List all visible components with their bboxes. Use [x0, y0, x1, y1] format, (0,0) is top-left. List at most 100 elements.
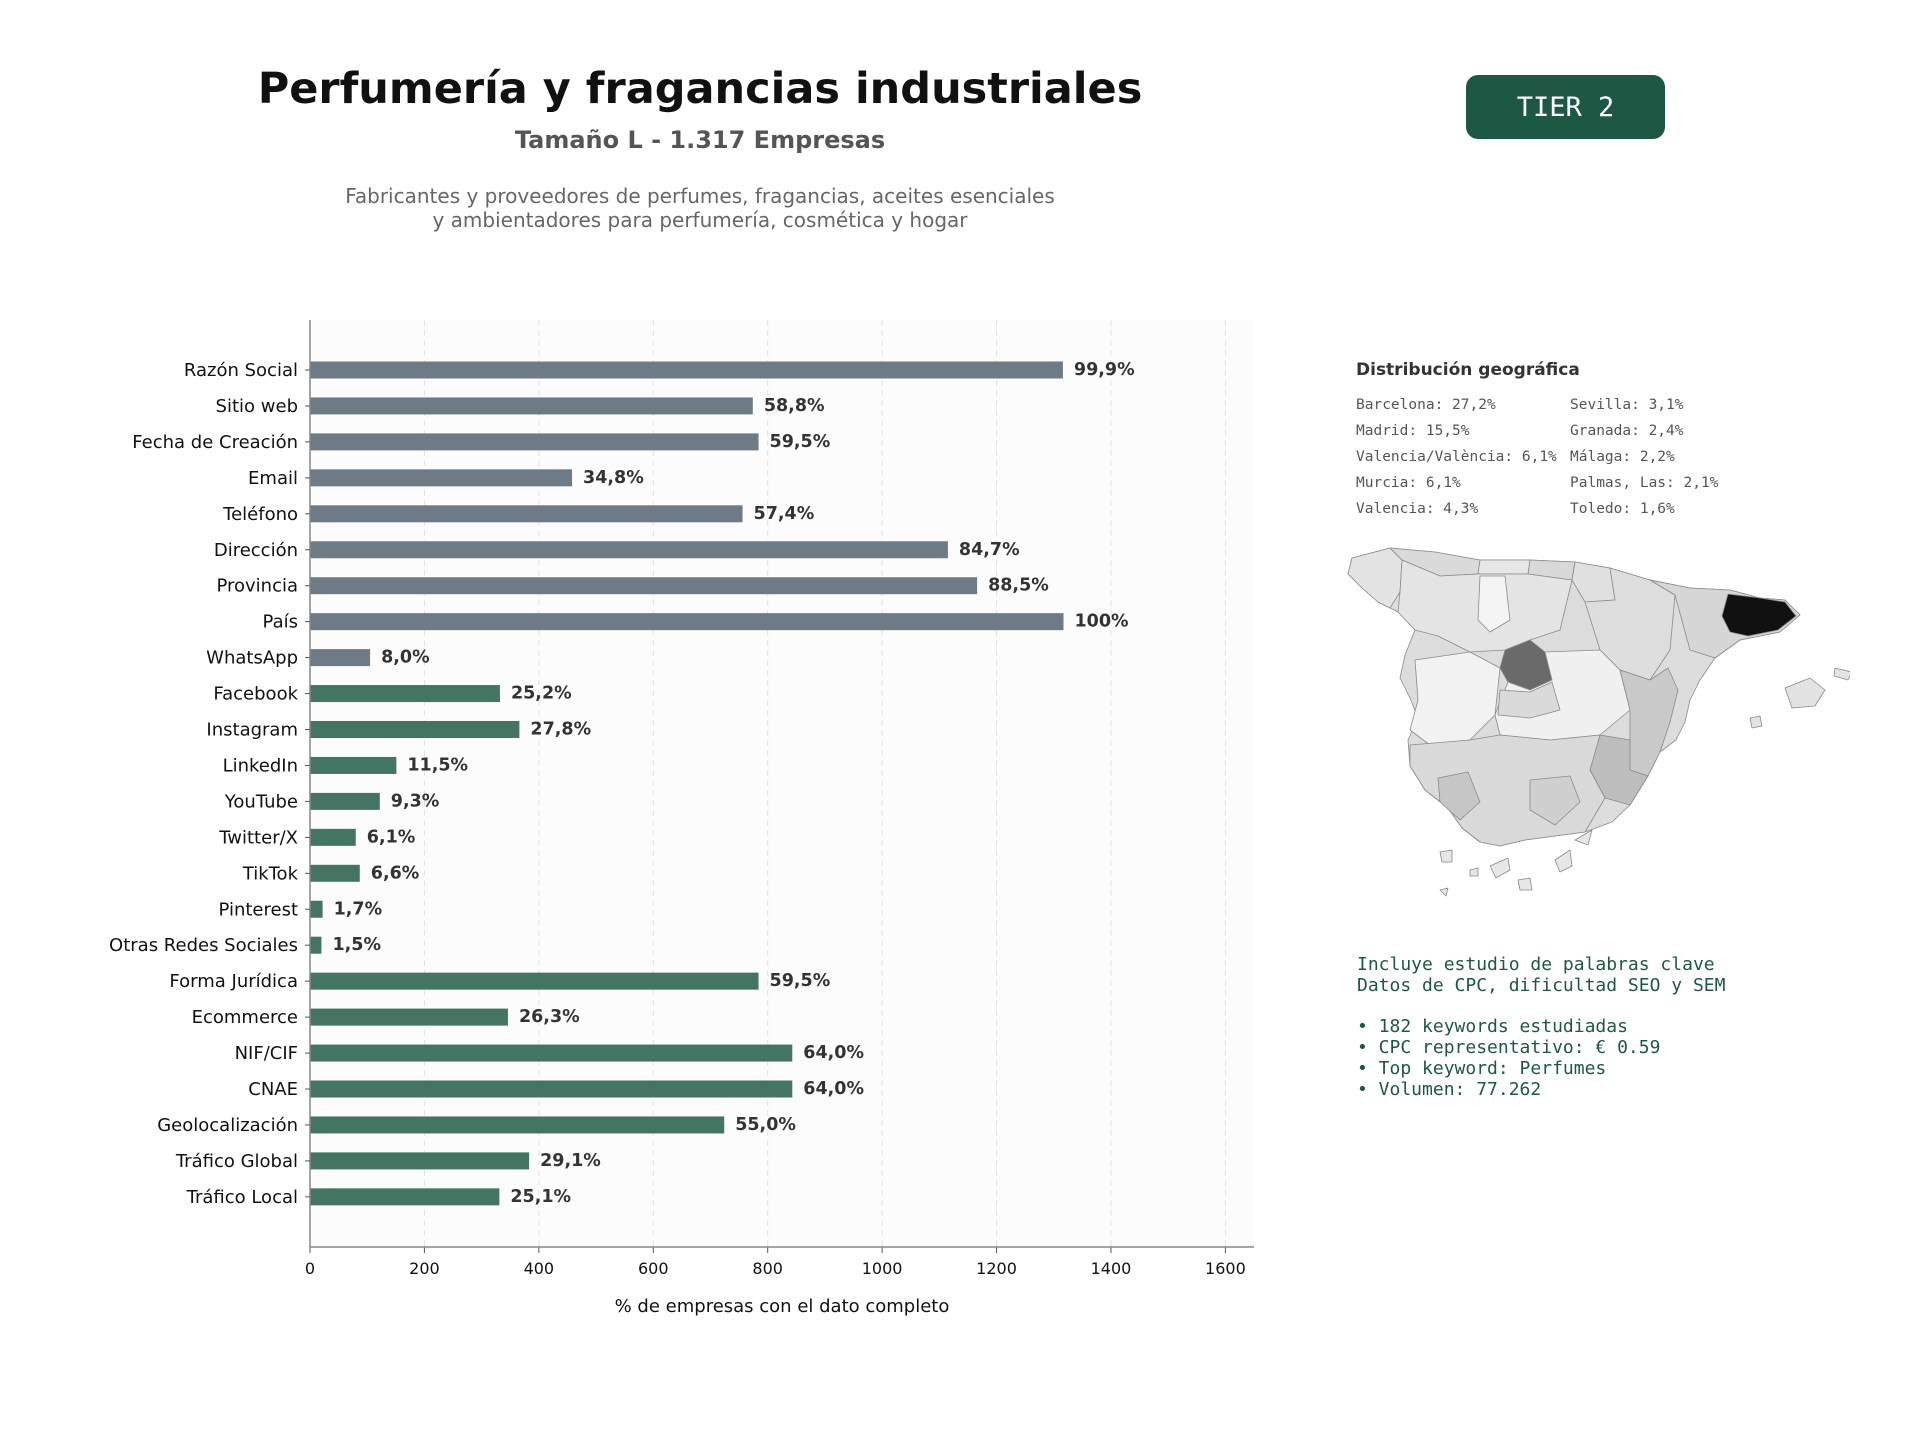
map-leon-light: [1477, 575, 1511, 633]
value-label: 88,5%: [988, 576, 1049, 596]
value-label: 25,1%: [510, 1187, 571, 1207]
geo-item: Málaga: 2,2%: [1570, 449, 1675, 465]
category-label: Facebook: [213, 684, 298, 705]
value-label: 6,1%: [367, 827, 416, 847]
bar: [310, 1188, 500, 1206]
value-label: 99,9%: [1074, 360, 1135, 380]
category-label: Provincia: [216, 576, 298, 597]
map-canary-1: [1439, 849, 1453, 863]
value-label: 64,0%: [803, 1079, 864, 1099]
category-label: Tráfico Local: [186, 1187, 298, 1208]
plot-background: [310, 320, 1254, 1247]
bar: [310, 864, 360, 882]
category-label: Fecha de Creación: [132, 432, 298, 453]
map-toledo: [1497, 681, 1561, 719]
keyword-study-box: Incluye estudio de palabras clave Datos …: [1357, 954, 1725, 1100]
bar: [310, 1116, 725, 1134]
bar: [310, 936, 322, 954]
map-mallorca: [1784, 677, 1826, 709]
category-label: NIF/CIF: [235, 1043, 298, 1064]
geo-item: Granada: 2,4%: [1570, 423, 1684, 439]
bar: [310, 756, 397, 774]
bar: [310, 469, 573, 487]
map-galicia: [1347, 547, 1403, 609]
geo-item: Madrid: 15,5%: [1356, 423, 1470, 439]
category-label: Dirección: [214, 540, 298, 561]
value-label: 1,7%: [334, 899, 383, 919]
category-label: Email: [248, 468, 298, 489]
bar: [310, 505, 743, 523]
category-label: CNAE: [248, 1079, 298, 1100]
x-tick-label: 1600: [1205, 1259, 1246, 1278]
value-label: 55,0%: [735, 1115, 796, 1135]
geo-item: Valencia/València: 6,1%: [1356, 449, 1557, 465]
bar: [310, 397, 753, 415]
map-valencia: [1619, 667, 1679, 777]
map-canary-5: [1554, 849, 1573, 873]
geo-item: Palmas, Las: 2,1%: [1570, 475, 1719, 491]
page-title: Perfumería y fragancias industriales: [257, 64, 1143, 114]
map-granada: [1529, 775, 1581, 826]
bar: [310, 792, 380, 810]
map-canary-3: [1489, 857, 1511, 879]
page-description: Fabricantes y proveedores de perfumes, f…: [200, 184, 1200, 232]
category-label: Twitter/X: [218, 827, 298, 848]
description-line-1: Fabricantes y proveedores de perfumes, f…: [345, 184, 1055, 208]
category-label: Forma Jurídica: [169, 971, 298, 992]
value-label: 26,3%: [519, 1007, 580, 1027]
value-label: 6,6%: [371, 863, 420, 883]
keyword-bullet-3: • Top keyword: Perfumes: [1357, 1058, 1607, 1079]
map-canary-2: [1469, 867, 1479, 877]
geo-item: Murcia: 6,1%: [1356, 475, 1461, 491]
category-label: LinkedIn: [223, 755, 298, 776]
x-tick-label: 200: [409, 1259, 440, 1278]
category-label: Sitio web: [216, 396, 298, 417]
bar: [310, 972, 759, 990]
category-label: Geolocalización: [157, 1115, 298, 1136]
geo-item: Barcelona: 27,2%: [1356, 397, 1496, 413]
bar: [310, 1080, 793, 1098]
description-line-2: y ambientadores para perfumería, cosméti…: [432, 208, 968, 232]
value-label: 57,4%: [754, 504, 815, 524]
tier-badge: TIER 2: [1466, 75, 1665, 139]
value-label: 59,5%: [770, 432, 831, 452]
map-canary-6: [1574, 829, 1593, 846]
map-canary-7: [1439, 887, 1449, 897]
map-ibiza: [1749, 715, 1763, 729]
map-cantabria: [1477, 559, 1531, 575]
bar: [310, 1008, 508, 1026]
bar: [310, 900, 323, 918]
category-label: Otras Redes Sociales: [109, 935, 298, 956]
x-tick-label: 400: [524, 1259, 555, 1278]
map-sevilla: [1437, 771, 1481, 821]
value-label: 25,2%: [511, 684, 572, 704]
value-label: 34,8%: [583, 468, 644, 488]
bar: [310, 361, 1063, 379]
x-tick-label: 1400: [1091, 1259, 1132, 1278]
value-label: 29,1%: [540, 1151, 601, 1171]
x-tick-label: 800: [752, 1259, 783, 1278]
bar: [310, 721, 520, 738]
category-label: Instagram: [206, 720, 298, 741]
bar: [310, 541, 948, 559]
keyword-line-2: Datos de CPC, dificultad SEO y SEM: [1357, 975, 1726, 996]
geo-item: Valencia: 4,3%: [1356, 501, 1479, 517]
x-tick-label: 600: [638, 1259, 669, 1278]
category-label: País: [263, 612, 298, 633]
map-menorca: [1833, 667, 1850, 681]
value-label: 58,8%: [764, 396, 825, 416]
category-label: Teléfono: [222, 504, 298, 525]
x-tick-label: 1000: [862, 1259, 903, 1278]
category-label: Pinterest: [218, 899, 298, 920]
keyword-bullet-1: • 182 keywords estudiadas: [1357, 1016, 1628, 1037]
bar: [310, 828, 356, 846]
category-label: Tráfico Global: [175, 1151, 298, 1172]
x-axis-label: % de empresas con el dato completo: [615, 1296, 950, 1317]
geo-distribution-title: Distribución geográfica: [1356, 360, 1580, 380]
map-barcelona: [1721, 593, 1797, 637]
spain-map: [1347, 547, 1850, 897]
bar: [310, 685, 500, 703]
x-tick-label: 0: [305, 1259, 315, 1278]
value-label: 27,8%: [530, 720, 591, 740]
